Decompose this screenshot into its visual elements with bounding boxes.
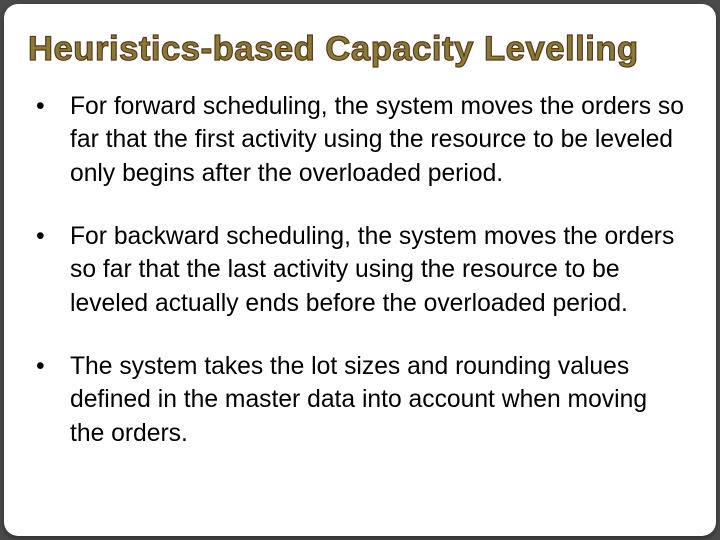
bullet-icon: • xyxy=(36,90,70,123)
list-item: • For forward scheduling, the system mov… xyxy=(36,90,684,190)
bullet-icon: • xyxy=(36,220,70,253)
slide-title: Heuristics-based Capacity Levelling xyxy=(28,30,692,68)
bullet-text: The system takes the lot sizes and round… xyxy=(70,350,684,450)
bullet-list: • For forward scheduling, the system mov… xyxy=(28,90,692,450)
bullet-text: For forward scheduling, the system moves… xyxy=(70,90,684,190)
list-item: • For backward scheduling, the system mo… xyxy=(36,220,684,320)
bullet-icon: • xyxy=(36,350,70,383)
slide: Heuristics-based Capacity Levelling • Fo… xyxy=(4,4,716,536)
bullet-text: For backward scheduling, the system move… xyxy=(70,220,684,320)
list-item: • The system takes the lot sizes and rou… xyxy=(36,350,684,450)
